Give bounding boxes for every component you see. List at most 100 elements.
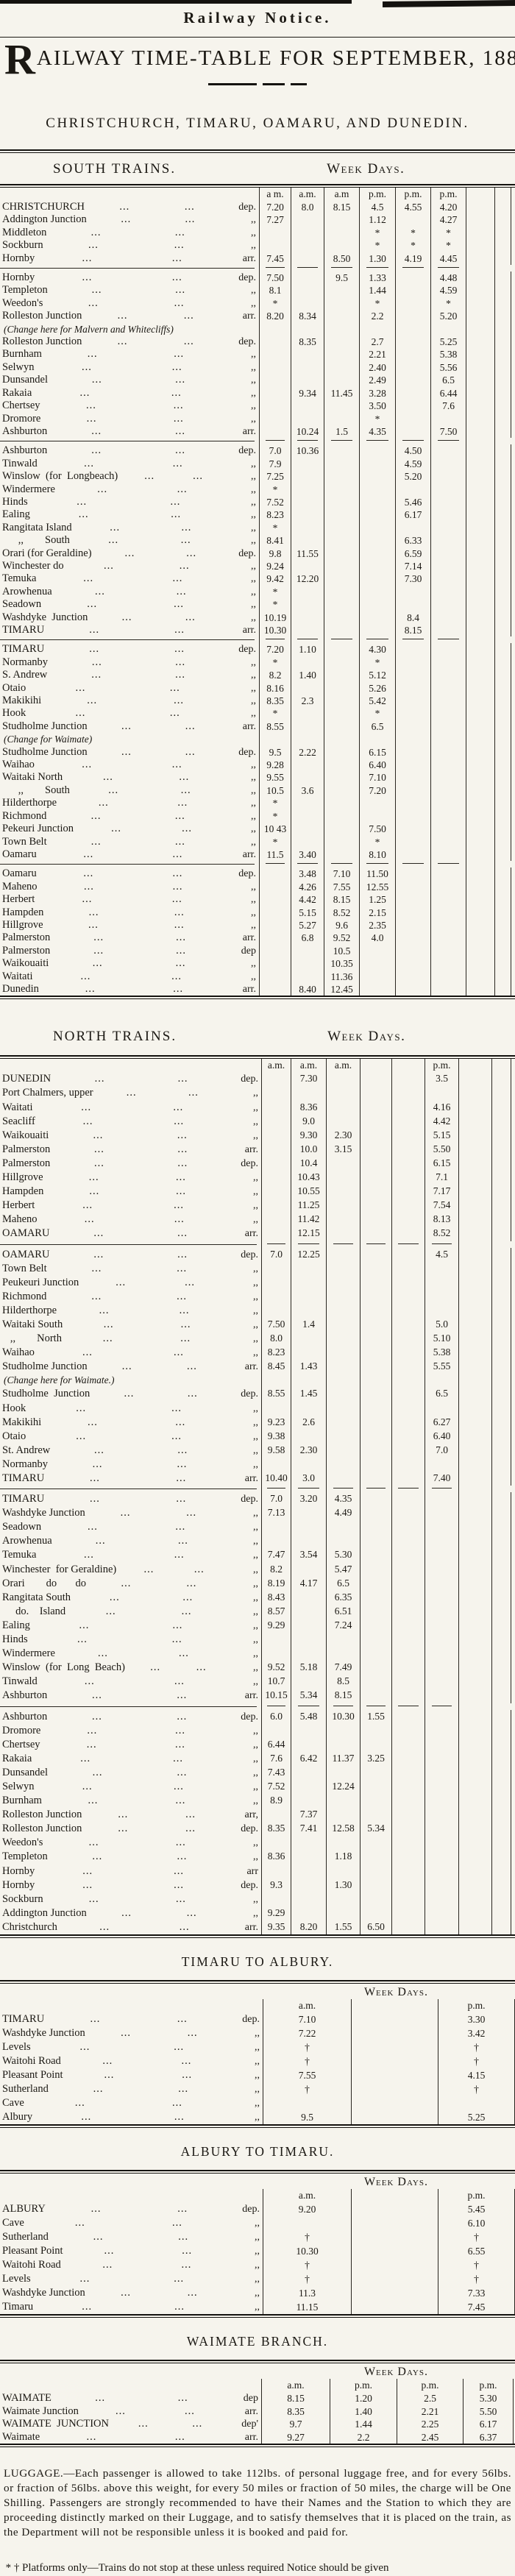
time-cell: [326, 1486, 360, 1493]
time-cell: [430, 771, 466, 784]
leader-dots-group: ...: [175, 1892, 186, 1905]
time-cell: [261, 1633, 291, 1647]
time-cell: [326, 1261, 360, 1276]
dep-arr-marker: ,,: [251, 509, 256, 521]
time-cell: [326, 1303, 360, 1318]
time-cell: [324, 374, 359, 387]
station-label-cell: Ealing......,,: [0, 508, 259, 521]
time-cell: [395, 213, 430, 227]
time-cell: [466, 348, 494, 361]
time-cell: [391, 1562, 425, 1577]
time-cell: [291, 495, 324, 509]
time-cell: [351, 2286, 438, 2300]
leader-dots-group: ...: [89, 1472, 100, 1484]
time-cell: [491, 1878, 511, 1892]
time-cell: [291, 1765, 326, 1780]
time-cell: 8.55: [261, 1387, 291, 1402]
station-label-cell: Albury......,,: [0, 2110, 263, 2124]
station-label-cell: Sutherland......,,: [0, 2082, 263, 2096]
time-cell: [351, 2096, 438, 2110]
time-cell: 7.25: [259, 470, 291, 483]
station-label-cell: Herbert......,,: [0, 1199, 261, 1213]
leader-dots-group: ...: [177, 2013, 188, 2025]
time-cell: [261, 1374, 291, 1388]
station-name: Sutherland: [2, 2231, 49, 2243]
leader-dots-group: ...: [177, 1248, 188, 1260]
station-name: Peukeuri Junction: [2, 1276, 79, 1288]
time-cell: †: [263, 2040, 351, 2054]
dep-arr-marker: ,,: [255, 2246, 260, 2257]
time-cell: [494, 867, 511, 881]
time-cell: 4.42: [291, 893, 324, 906]
station-label-cell: Rolleston Junction...... arr.: [0, 310, 259, 322]
station-label-cell: Christchurch...... arr.: [0, 1920, 261, 1934]
station-row: Washdyke Junction......,, 11.3 7.33: [0, 2286, 515, 2300]
time-cell: [395, 720, 430, 734]
time-cell: 7.0: [425, 1443, 458, 1458]
time-cell: [395, 272, 430, 285]
time-cell: [430, 521, 466, 535]
dep-arr-marker: ,,: [251, 611, 256, 623]
time-cell: [494, 297, 511, 311]
leader-dots-group: ...: [91, 425, 102, 437]
leader-dots-group: ...: [174, 624, 185, 636]
time-cell: a.m.: [261, 2379, 330, 2392]
time-cell: [458, 1604, 491, 1619]
leader-dots: ......: [35, 1864, 232, 1878]
time-cell: 4.50: [395, 444, 430, 458]
dep-arr-marker: ,,: [255, 2232, 260, 2243]
station-name: Waitati: [2, 970, 33, 982]
column-header-row: a.m. a.m. a.m. p.m.: [0, 1059, 515, 1073]
station-name: ,, South: [2, 784, 70, 796]
dep-arr-marker: dep.: [238, 272, 256, 284]
leader-dots-group: ...: [111, 823, 121, 835]
dep-arr-marker: ,,: [251, 240, 256, 252]
station-label-cell: Winchester for Geraldine)......,,: [0, 1563, 261, 1577]
time-cell: †: [263, 2230, 351, 2244]
time-cell: 8.52: [324, 906, 359, 919]
station-row: Palmerston...... arr. 6.8 9.52 4.0: [0, 932, 515, 945]
station-row: Tinwald......,, 10.7 8.5: [0, 1675, 515, 1689]
north-trains-table: a.m. a.m. a.m. p.m. DUNEDIN...... dep. 7.30 3.5…: [0, 1059, 515, 1934]
time-cell: [494, 508, 511, 522]
time-cell: 9.29: [261, 1906, 291, 1920]
time-cell: 9.20: [263, 2202, 351, 2216]
time-cell: [458, 1808, 491, 1823]
time-cell: [491, 1156, 511, 1171]
station-label-cell: Studholme Junction...... arr.: [0, 720, 259, 733]
station-name: Rangitata Island: [2, 521, 72, 533]
leader-dots-group: ...: [90, 2203, 102, 2215]
time-cell: [391, 1317, 425, 1333]
time-cell: 11.25: [291, 1199, 326, 1213]
time-cell: [458, 1443, 491, 1458]
leader-dots: ......: [63, 771, 230, 784]
station-row: TIMARU...... dep. 7.20 1.10 4.30: [0, 643, 515, 656]
section-divider-label-rule: [0, 268, 255, 269]
leader-dots-group: ...: [177, 1290, 188, 1302]
dep-arr-marker: arr,: [244, 1809, 258, 1821]
leader-dots-group: ...: [84, 1675, 95, 1688]
time-cell: [494, 412, 511, 425]
time-cell: †: [263, 2258, 351, 2272]
section-divider: [0, 861, 515, 868]
time-cell: [494, 483, 511, 496]
dep-arr-marker: ,,: [255, 2056, 260, 2067]
time-cell: *: [259, 707, 291, 720]
time-cell: [351, 2202, 438, 2216]
leader-dots: ......: [35, 1878, 232, 1892]
time-cell: [391, 1387, 425, 1402]
leader-dots: ......: [116, 1563, 232, 1576]
station-row: Winslow (for Long Beach)......,, 9.52 5.18…: [0, 1661, 515, 1675]
time-cell: *: [259, 835, 291, 848]
leader-dots-group: ...: [174, 1675, 185, 1688]
station-name: Orari do do: [2, 1577, 86, 1589]
station-name: Washdyke Junction: [2, 2287, 85, 2299]
dep-arr-marker: ,,: [255, 2218, 260, 2229]
time-cell: [395, 893, 430, 906]
dep-arr-marker: ,,: [253, 1319, 258, 1330]
time-cell: p.m.: [395, 188, 430, 201]
leader-dots-group: ...: [175, 957, 186, 970]
leader-dots: ......: [49, 957, 230, 970]
time-cell: [391, 1751, 425, 1766]
time-cell: 8.0: [261, 1332, 291, 1346]
